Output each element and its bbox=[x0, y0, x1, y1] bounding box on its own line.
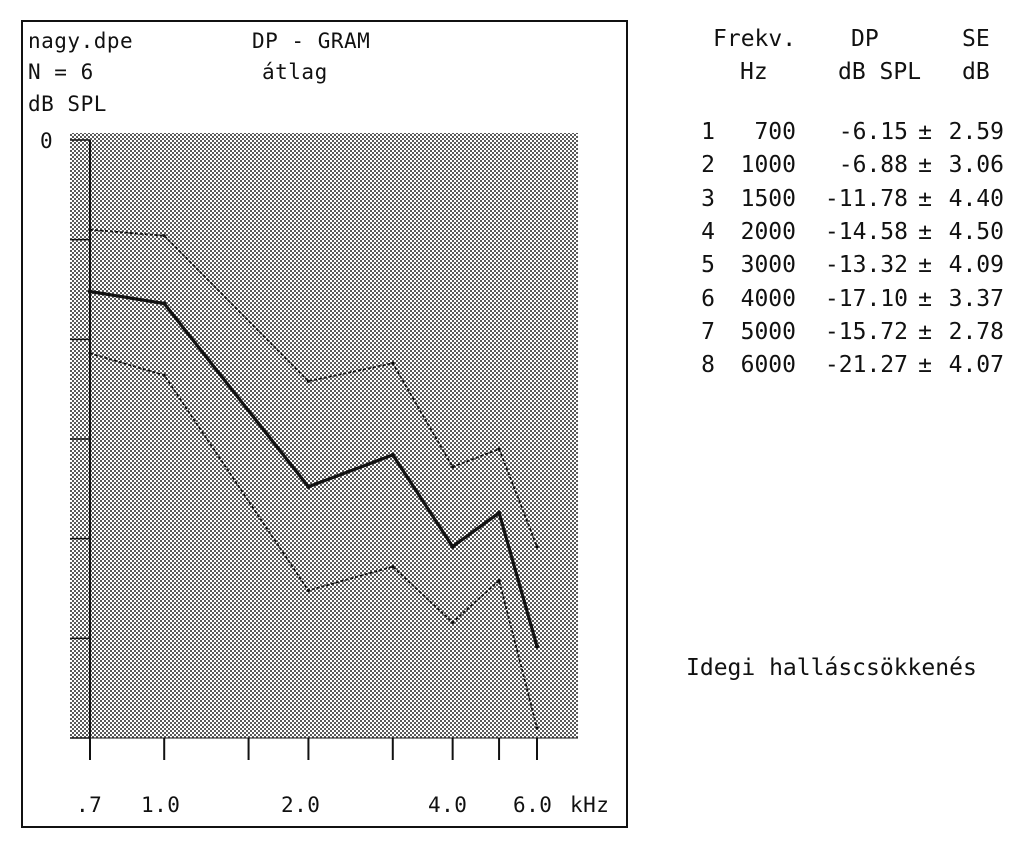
data-point-mean bbox=[390, 452, 395, 458]
row-plus-minus: ± bbox=[918, 152, 932, 179]
row-dp-value: -14.58 bbox=[824, 218, 908, 245]
row-se-value: 4.09 bbox=[948, 252, 1004, 279]
row-se-value: 2.59 bbox=[948, 119, 1004, 145]
row-plus-minus: ± bbox=[918, 318, 932, 345]
row-dp-value: -11.78 bbox=[824, 185, 908, 212]
row-index: 6 bbox=[701, 285, 715, 312]
row-se-value: 4.07 bbox=[948, 352, 1004, 379]
data-point-mean bbox=[87, 289, 93, 294]
row-se-value: 3.37 bbox=[948, 285, 1004, 312]
se-header: SE bbox=[962, 26, 990, 52]
freq-header: Frekv. bbox=[713, 26, 797, 52]
data-point-lower bbox=[535, 726, 539, 730]
data-point-upper bbox=[162, 234, 166, 238]
data-point-mean bbox=[162, 301, 167, 306]
axes bbox=[70, 139, 578, 760]
row-plus-minus: ± bbox=[918, 185, 932, 212]
row-frequency: 1500 bbox=[740, 185, 796, 212]
y-unit-label: dB SPL bbox=[28, 92, 107, 116]
row-frequency: 700 bbox=[754, 119, 796, 145]
data-point-lower bbox=[391, 564, 395, 569]
row-frequency: 2000 bbox=[740, 218, 796, 245]
row-plus-minus: ± bbox=[918, 285, 932, 312]
diagnosis-text: Idegi halláscsökkenés bbox=[686, 655, 977, 681]
data-point-mean bbox=[450, 544, 455, 549]
row-index: 7 bbox=[701, 318, 715, 345]
data-point-upper bbox=[451, 465, 455, 469]
row-dp-value: -21.27 bbox=[824, 352, 908, 379]
data-point-lower bbox=[88, 351, 92, 355]
row-se-value: 2.78 bbox=[948, 318, 1004, 345]
file-name: nagy.dpe bbox=[28, 29, 134, 53]
row-frequency: 6000 bbox=[740, 352, 796, 379]
series-lines bbox=[87, 228, 540, 730]
chart-frame bbox=[21, 20, 628, 828]
row-dp-value: -15.72 bbox=[824, 318, 908, 345]
row-se-value: 4.40 bbox=[948, 185, 1004, 212]
y-top-tick-label: 0 bbox=[40, 129, 54, 153]
row-frequency: 3000 bbox=[740, 252, 796, 279]
row-frequency: 1000 bbox=[740, 152, 796, 179]
row-plus-minus: ± bbox=[918, 252, 932, 279]
row-frequency: 5000 bbox=[740, 318, 796, 345]
chart-subtitle: átlag bbox=[262, 60, 328, 84]
row-dp-value: -6.15 bbox=[838, 119, 908, 145]
row-frequency: 4000 bbox=[740, 285, 796, 312]
row-dp-value: -13.32 bbox=[824, 252, 908, 279]
row-index: 8 bbox=[701, 352, 715, 379]
data-point-lower bbox=[451, 620, 455, 624]
data-point-upper bbox=[306, 379, 311, 383]
x-tick-label: 6.0 bbox=[513, 793, 553, 817]
se-unit-header: dB bbox=[962, 59, 990, 85]
row-index: 4 bbox=[701, 218, 715, 245]
row-plus-minus: ± bbox=[918, 218, 932, 245]
row-index: 2 bbox=[701, 152, 715, 179]
x-tick-label: 4.0 bbox=[428, 793, 468, 817]
plot-background bbox=[70, 133, 578, 738]
data-point-upper bbox=[497, 447, 501, 451]
data-point-lower bbox=[162, 373, 166, 377]
row-dp-value: -17.10 bbox=[824, 285, 908, 312]
sample-count: N = 6 bbox=[28, 60, 94, 84]
row-plus-minus: ± bbox=[918, 119, 932, 145]
data-point-lower bbox=[306, 588, 311, 593]
row-dp-value: -6.88 bbox=[838, 152, 908, 179]
x-tick-label: .7 bbox=[76, 793, 103, 817]
row-index: 5 bbox=[701, 252, 715, 279]
row-index: 3 bbox=[701, 185, 715, 212]
data-point-upper bbox=[535, 545, 539, 549]
dp-header: DP bbox=[851, 26, 879, 52]
dp-unit-header: dB SPL bbox=[838, 59, 922, 85]
data-point-mean bbox=[534, 644, 540, 649]
data-point-mean bbox=[496, 510, 502, 515]
row-se-value: 3.06 bbox=[948, 152, 1004, 179]
row-plus-minus: ± bbox=[918, 352, 932, 379]
chart-title: DP - GRAM bbox=[252, 29, 371, 53]
data-point-lower bbox=[497, 578, 501, 583]
x-unit-label: kHz bbox=[570, 793, 610, 817]
data-point-upper bbox=[88, 228, 92, 232]
x-tick-label: 2.0 bbox=[281, 793, 321, 817]
data-point-upper bbox=[391, 361, 395, 365]
row-index: 1 bbox=[701, 119, 715, 145]
freq-unit-header: Hz bbox=[740, 59, 768, 85]
row-se-value: 4.50 bbox=[948, 218, 1004, 245]
x-tick-label: 1.0 bbox=[141, 793, 181, 817]
data-point-mean bbox=[306, 484, 311, 490]
